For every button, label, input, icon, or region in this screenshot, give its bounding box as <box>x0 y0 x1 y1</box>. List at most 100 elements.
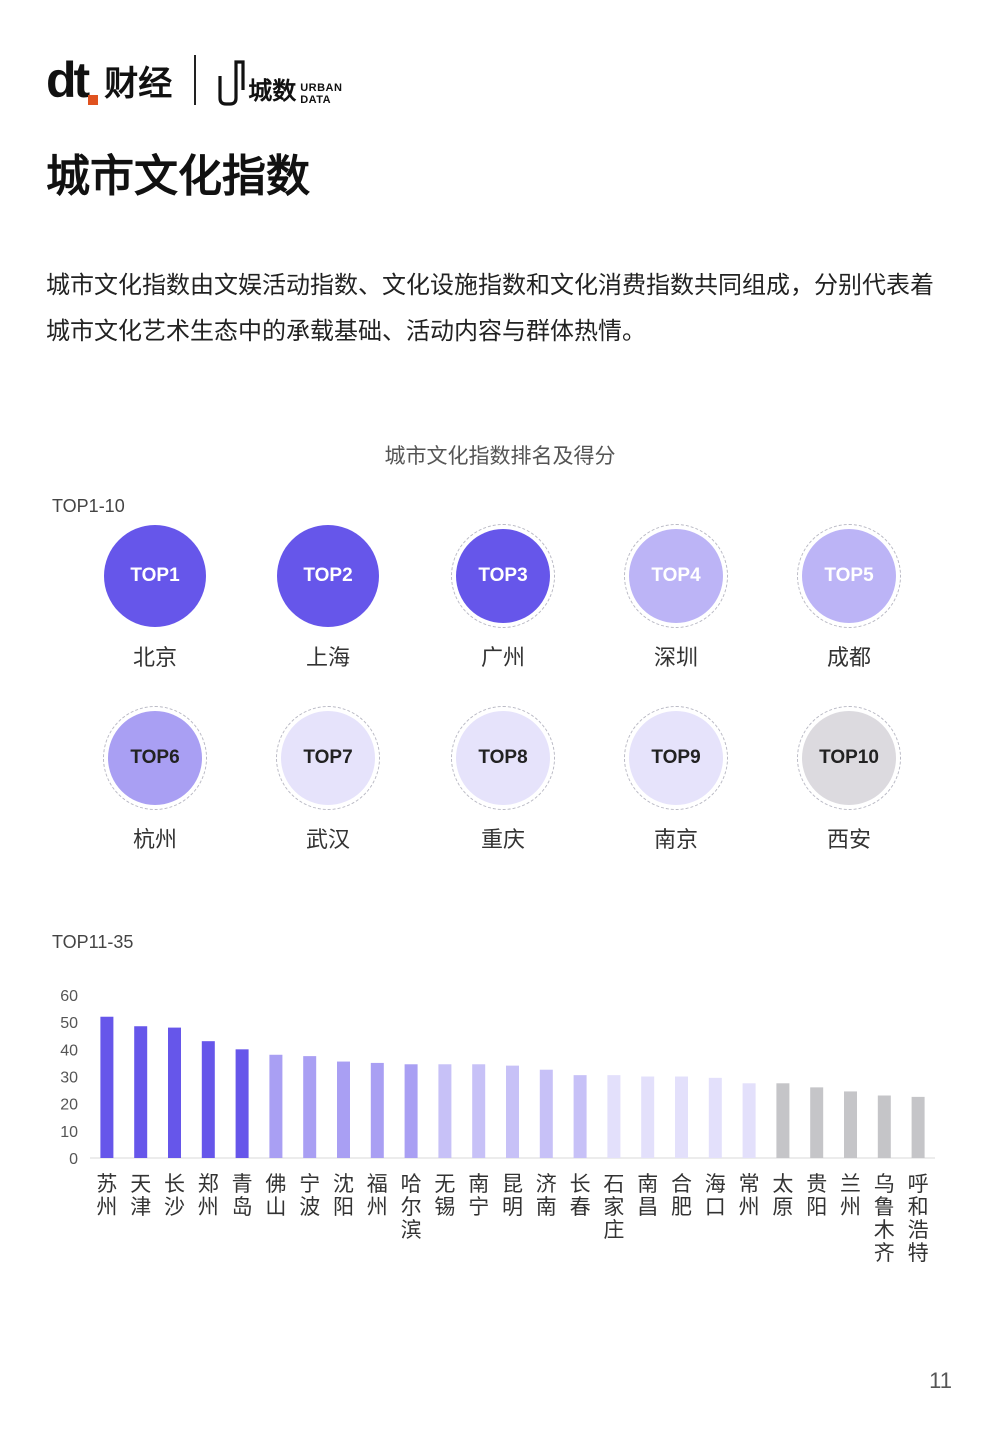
bar <box>641 1076 655 1158</box>
rank-city: 武汉 <box>305 828 350 853</box>
rank-ring: TOP1 <box>103 524 207 628</box>
x-tick-label: 佛山 <box>265 1172 286 1219</box>
y-tick-label: 10 <box>60 1124 78 1141</box>
bar <box>472 1064 486 1158</box>
y-tick-label: 0 <box>69 1151 78 1168</box>
rank-ring: TOP6 <box>103 706 207 810</box>
rank-city: 西安 <box>826 828 871 853</box>
top35-label: TOP11-35 <box>52 932 134 952</box>
x-tick-label: 南昌 <box>637 1172 658 1219</box>
x-tick-label: 石家庄 <box>603 1172 624 1242</box>
bar <box>911 1096 925 1158</box>
rank-badge: TOP3 <box>456 529 550 623</box>
x-tick-label: 哈尔滨 <box>401 1172 422 1242</box>
y-tick-label: 60 <box>60 988 78 1005</box>
top10-label: TOP1-10 <box>52 496 125 516</box>
x-tick-label: 海口 <box>705 1172 726 1219</box>
x-tick-label: 太原 <box>772 1172 793 1219</box>
bar <box>506 1065 519 1158</box>
rank-badge: TOP2 <box>277 525 379 627</box>
x-tick-label: 合肥 <box>671 1172 692 1219</box>
dt-logo: dt 财经 <box>46 55 172 105</box>
x-tick-label: 苏州 <box>96 1172 117 1219</box>
rank-item: TOP4 深圳 <box>621 524 731 672</box>
bar <box>675 1076 688 1158</box>
urban-data-logo: 城数 URBAN DATA <box>216 54 342 106</box>
x-tick-label: 长沙 <box>164 1172 185 1219</box>
rank-city: 深圳 <box>653 646 698 671</box>
rank-ring: TOP9 <box>624 706 728 810</box>
rank-city: 成都 <box>826 646 871 671</box>
bar <box>438 1064 452 1158</box>
rank-city: 南京 <box>653 828 698 853</box>
rank-city: 北京 <box>132 646 177 671</box>
dt-logo-mark: dt <box>46 52 90 108</box>
x-tick-label: 宁波 <box>299 1172 320 1219</box>
bar <box>134 1026 148 1158</box>
x-tick-label: 济南 <box>536 1172 557 1219</box>
urban-data-cn: 城数 <box>248 77 297 105</box>
rank-item: TOP1 北京 <box>100 524 210 672</box>
logo-divider <box>194 55 197 105</box>
dt-logo-text: 财经 <box>104 64 173 104</box>
bar <box>844 1091 857 1158</box>
rank-ring: TOP7 <box>276 706 380 810</box>
x-tick-label: 常州 <box>739 1172 760 1219</box>
rank-badge: TOP10 <box>802 711 896 805</box>
bar <box>776 1083 790 1158</box>
rank-city: 广州 <box>480 646 525 671</box>
bar <box>370 1062 384 1158</box>
rank-ring: TOP10 <box>797 706 901 810</box>
rank-item: TOP5 成都 <box>794 524 904 672</box>
x-tick-label: 长春 <box>570 1172 591 1219</box>
y-tick-label: 20 <box>60 1097 78 1114</box>
y-tick-label: 30 <box>60 1070 78 1087</box>
bar <box>742 1083 756 1158</box>
page-title: 城市文化指数 <box>46 151 310 202</box>
bar <box>235 1049 249 1158</box>
y-tick-label: 40 <box>60 1042 78 1059</box>
rank-ring: TOP3 <box>451 524 555 628</box>
rank-city: 重庆 <box>480 828 525 853</box>
bar <box>607 1075 621 1158</box>
bar <box>708 1077 722 1158</box>
x-tick-label: 郑州 <box>198 1172 219 1219</box>
y-tick-label: 50 <box>60 1015 78 1032</box>
x-tick-label: 天津 <box>130 1172 151 1219</box>
bar <box>168 1027 181 1158</box>
rank-badge: TOP9 <box>629 711 723 805</box>
rank-badge: TOP1 <box>104 525 206 627</box>
urban-text: URBAN <box>300 82 343 94</box>
rank-badge: TOP7 <box>281 711 375 805</box>
bar <box>877 1095 891 1158</box>
rank-badge: TOP4 <box>629 529 723 623</box>
rank-item: TOP7 武汉 <box>273 706 383 854</box>
x-tick-label: 昆明 <box>502 1172 523 1219</box>
rank-city: 上海 <box>305 646 350 671</box>
rank-item: TOP3 广州 <box>448 524 558 672</box>
rank-item: TOP8 重庆 <box>448 706 558 854</box>
intro-text: 城市文化指数由文娱活动指数、文化设施指数和文化消费指数共同组成，分别代表着城市文… <box>46 271 934 345</box>
rank-item: TOP9 南京 <box>621 706 731 854</box>
x-tick-label: 青岛 <box>232 1172 253 1219</box>
urban-data-en: URBAN DATA <box>300 82 342 106</box>
bar <box>269 1054 283 1158</box>
data-text: DATA <box>300 94 332 106</box>
rank-ring: TOP2 <box>276 524 380 628</box>
rank-ring: TOP5 <box>797 524 901 628</box>
x-tick-label: 南宁 <box>468 1172 489 1219</box>
rank-item: TOP2 上海 <box>273 524 383 672</box>
x-tick-label: 乌鲁木齐 <box>874 1172 895 1265</box>
bar <box>810 1087 824 1158</box>
bar <box>539 1069 553 1158</box>
rank-ring: TOP8 <box>451 706 555 810</box>
x-tick-label: 兰州 <box>840 1172 861 1219</box>
logo-dot-icon <box>88 95 99 105</box>
rank-badge: TOP5 <box>802 529 896 623</box>
page-number: 11 <box>929 1368 952 1393</box>
bar <box>337 1061 350 1158</box>
x-tick-label: 呼和浩特 <box>908 1172 929 1265</box>
rank-ring: TOP4 <box>624 524 728 628</box>
top11-35-bar-chart: 0 10 20 30 40 50 60 苏州天津长沙郑州青岛佛山宁波沈阳福州哈尔滨无锡南宁昆明… <box>60 988 935 1265</box>
rank-city: 杭州 <box>132 828 177 853</box>
